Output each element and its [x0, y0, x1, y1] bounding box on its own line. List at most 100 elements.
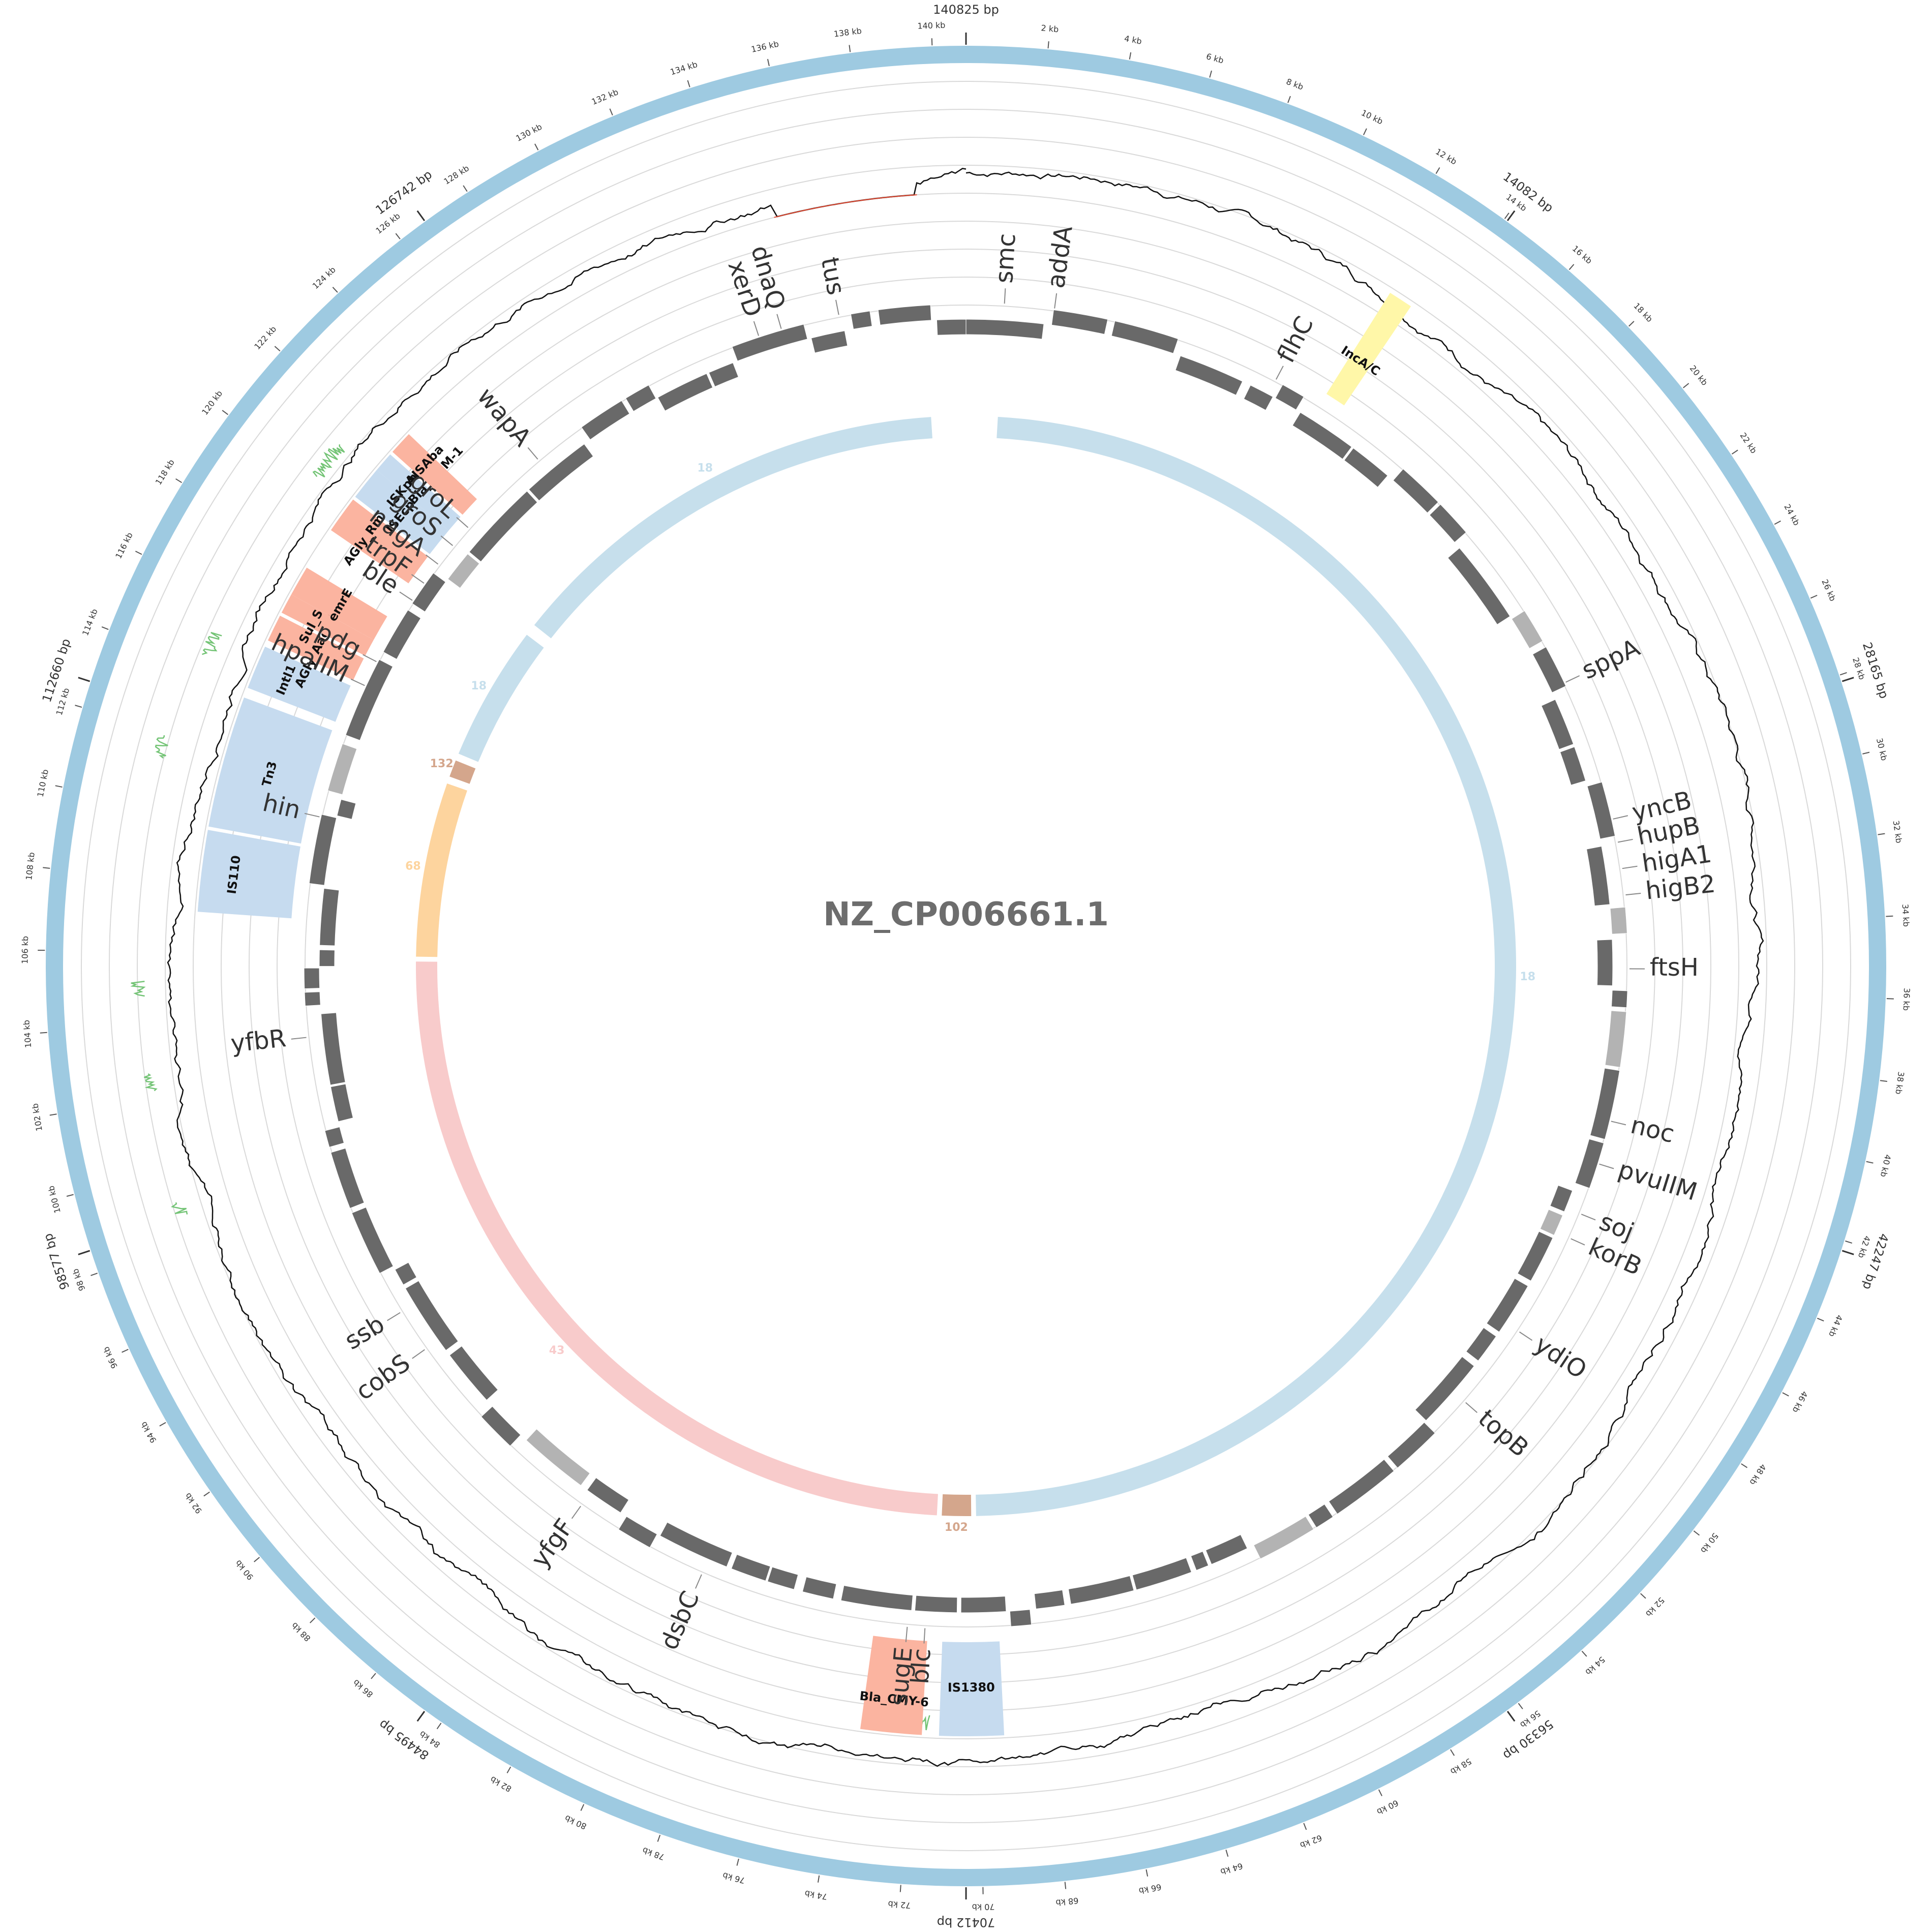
minor-tick	[1504, 213, 1510, 219]
minor-tick	[436, 1723, 442, 1730]
contig-arc	[449, 760, 476, 784]
feature-wedge	[330, 499, 428, 584]
contig-arc	[534, 417, 932, 639]
gene-block	[1111, 320, 1179, 354]
gene-block	[330, 1148, 365, 1209]
gene-block	[1610, 907, 1627, 934]
minor-tick	[1880, 1080, 1887, 1082]
feature-wedge	[939, 1641, 1005, 1737]
minor-tick	[135, 551, 142, 555]
minor-tick-label: 124 kb	[311, 265, 338, 291]
gene-block	[936, 319, 967, 336]
feature-wedge	[392, 434, 477, 515]
gene-block	[327, 743, 357, 795]
grid-circle	[305, 305, 1627, 1627]
gene-block	[625, 384, 656, 412]
gene-block	[480, 1406, 521, 1446]
gene-leader	[905, 1626, 908, 1642]
coverage-line	[167, 168, 1764, 1767]
gene-label: wapA	[472, 382, 537, 452]
minor-tick	[1774, 520, 1781, 525]
minor-tick	[767, 58, 770, 67]
high-coverage-spike	[202, 631, 222, 655]
minor-tick-label: 32 kb	[1891, 820, 1904, 844]
gene-leader	[571, 1505, 581, 1519]
major-tick	[1506, 1711, 1516, 1722]
major-tick-label: 126742 bp	[373, 167, 435, 218]
gene-block	[1009, 1609, 1032, 1627]
minor-tick-label: 20 kb	[1688, 364, 1710, 387]
gene-label: cobS	[351, 1348, 416, 1406]
gene-label: ssb	[340, 1310, 389, 1355]
minor-tick	[274, 346, 281, 352]
gene-block	[1414, 1356, 1475, 1421]
gene-block	[1605, 1010, 1627, 1068]
gene-leader	[350, 678, 365, 686]
grid-circle	[165, 165, 1767, 1767]
minor-tick-label: 18 kb	[1632, 301, 1654, 324]
grid-circle	[193, 193, 1739, 1739]
gene-leader	[456, 517, 469, 528]
minor-tick-label: 40 kb	[1879, 1154, 1893, 1178]
minor-tick-label: 128 kb	[442, 163, 471, 187]
minor-tick-label: 100 kb	[46, 1185, 63, 1214]
minor-tick-label: 80 kb	[563, 1813, 588, 1831]
minor-tick-label: 12 kb	[1434, 146, 1458, 166]
gene-block	[1486, 1278, 1529, 1333]
gene-block	[1344, 447, 1388, 488]
major-tick	[1842, 677, 1854, 682]
gene-block	[657, 373, 713, 411]
contig-label: 18	[471, 680, 487, 692]
feature-label: IS1380	[948, 1680, 995, 1695]
major-tick	[78, 677, 90, 682]
gene-block	[1190, 1551, 1209, 1571]
gene-label: blc	[906, 1648, 937, 1685]
minor-tick-label: 94 kb	[139, 1420, 159, 1444]
minor-tick-label: 140 kb	[917, 20, 946, 31]
annotation-features: IncA/CBla_CMY-6IS1380IS110Tn3Intl1AGly_A…	[197, 292, 1411, 1737]
minor-tick	[1741, 1463, 1748, 1468]
outer-ring-band	[46, 46, 1886, 1886]
gene-block	[802, 1577, 837, 1599]
minor-tick	[899, 1885, 901, 1892]
minor-tick-label: 48 kb	[1747, 1462, 1768, 1487]
minor-tick-label: 42 kb	[1856, 1234, 1873, 1259]
major-tick-label: 70412 bp	[937, 1915, 995, 1929]
minor-tick	[1145, 1869, 1149, 1877]
gene-leader	[1571, 1238, 1585, 1246]
minor-tick-label: 118 kb	[154, 458, 176, 487]
minor-tick-label: 96 kb	[101, 1345, 119, 1370]
contig-label: 18	[698, 462, 713, 474]
gene-leader	[1276, 366, 1284, 380]
gene-label: sppA	[1577, 633, 1644, 685]
grid-circle	[137, 137, 1795, 1795]
gene-leader	[1519, 1331, 1533, 1341]
gene-block	[1068, 1575, 1134, 1605]
gene-label: topB	[1472, 1404, 1534, 1463]
minor-tick-label: 104 kb	[21, 1019, 33, 1048]
gene-block	[1243, 385, 1274, 411]
gene-label: smc	[990, 232, 1021, 284]
gene-block	[1393, 468, 1439, 514]
contig-label: 68	[405, 860, 421, 873]
gene-label: ydiO	[1529, 1330, 1592, 1384]
minor-tick	[849, 45, 851, 52]
gene-block	[1175, 355, 1243, 396]
gene-block	[320, 1012, 346, 1085]
gene-label: pvuIIM	[1615, 1155, 1700, 1206]
gene-leader	[527, 447, 538, 460]
minor-tick-label: 98 kb	[70, 1267, 87, 1292]
feature-wedge	[860, 1636, 927, 1735]
minor-tick-label: 132 kb	[590, 87, 620, 107]
major-tick	[416, 1711, 426, 1722]
minor-tick-label: 64 kb	[1219, 1861, 1244, 1877]
minor-tick	[657, 1834, 661, 1842]
high-coverage-spike	[130, 980, 146, 997]
gene-leader	[399, 591, 413, 601]
gene-block	[1550, 1185, 1573, 1212]
gene-block	[526, 1428, 591, 1486]
minor-tick-label: 82 kb	[489, 1774, 513, 1794]
gene-leader	[1611, 1121, 1626, 1126]
gene-block	[1511, 610, 1543, 649]
